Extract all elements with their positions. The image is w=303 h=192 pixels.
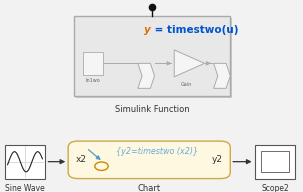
Text: Gain: Gain <box>181 82 192 87</box>
FancyBboxPatch shape <box>68 141 230 179</box>
Text: x2: x2 <box>76 155 87 164</box>
Text: y2: y2 <box>212 155 223 164</box>
Text: Sine Wave: Sine Wave <box>5 184 45 192</box>
FancyBboxPatch shape <box>76 18 232 98</box>
FancyBboxPatch shape <box>255 145 295 179</box>
Text: Simulink Function: Simulink Function <box>115 105 190 114</box>
Text: Scope2: Scope2 <box>261 184 289 192</box>
Text: {y2=timestwo (x2)}: {y2=timestwo (x2)} <box>116 147 198 156</box>
Polygon shape <box>214 63 230 88</box>
Polygon shape <box>138 63 155 88</box>
Text: = timestwo(u): = timestwo(u) <box>151 25 238 35</box>
Text: In1wo: In1wo <box>86 78 101 83</box>
FancyBboxPatch shape <box>74 16 230 96</box>
Text: Chart: Chart <box>138 184 161 192</box>
Text: y: y <box>144 25 151 35</box>
FancyBboxPatch shape <box>261 151 289 172</box>
FancyBboxPatch shape <box>83 52 103 75</box>
Polygon shape <box>174 50 205 77</box>
FancyBboxPatch shape <box>5 145 45 179</box>
